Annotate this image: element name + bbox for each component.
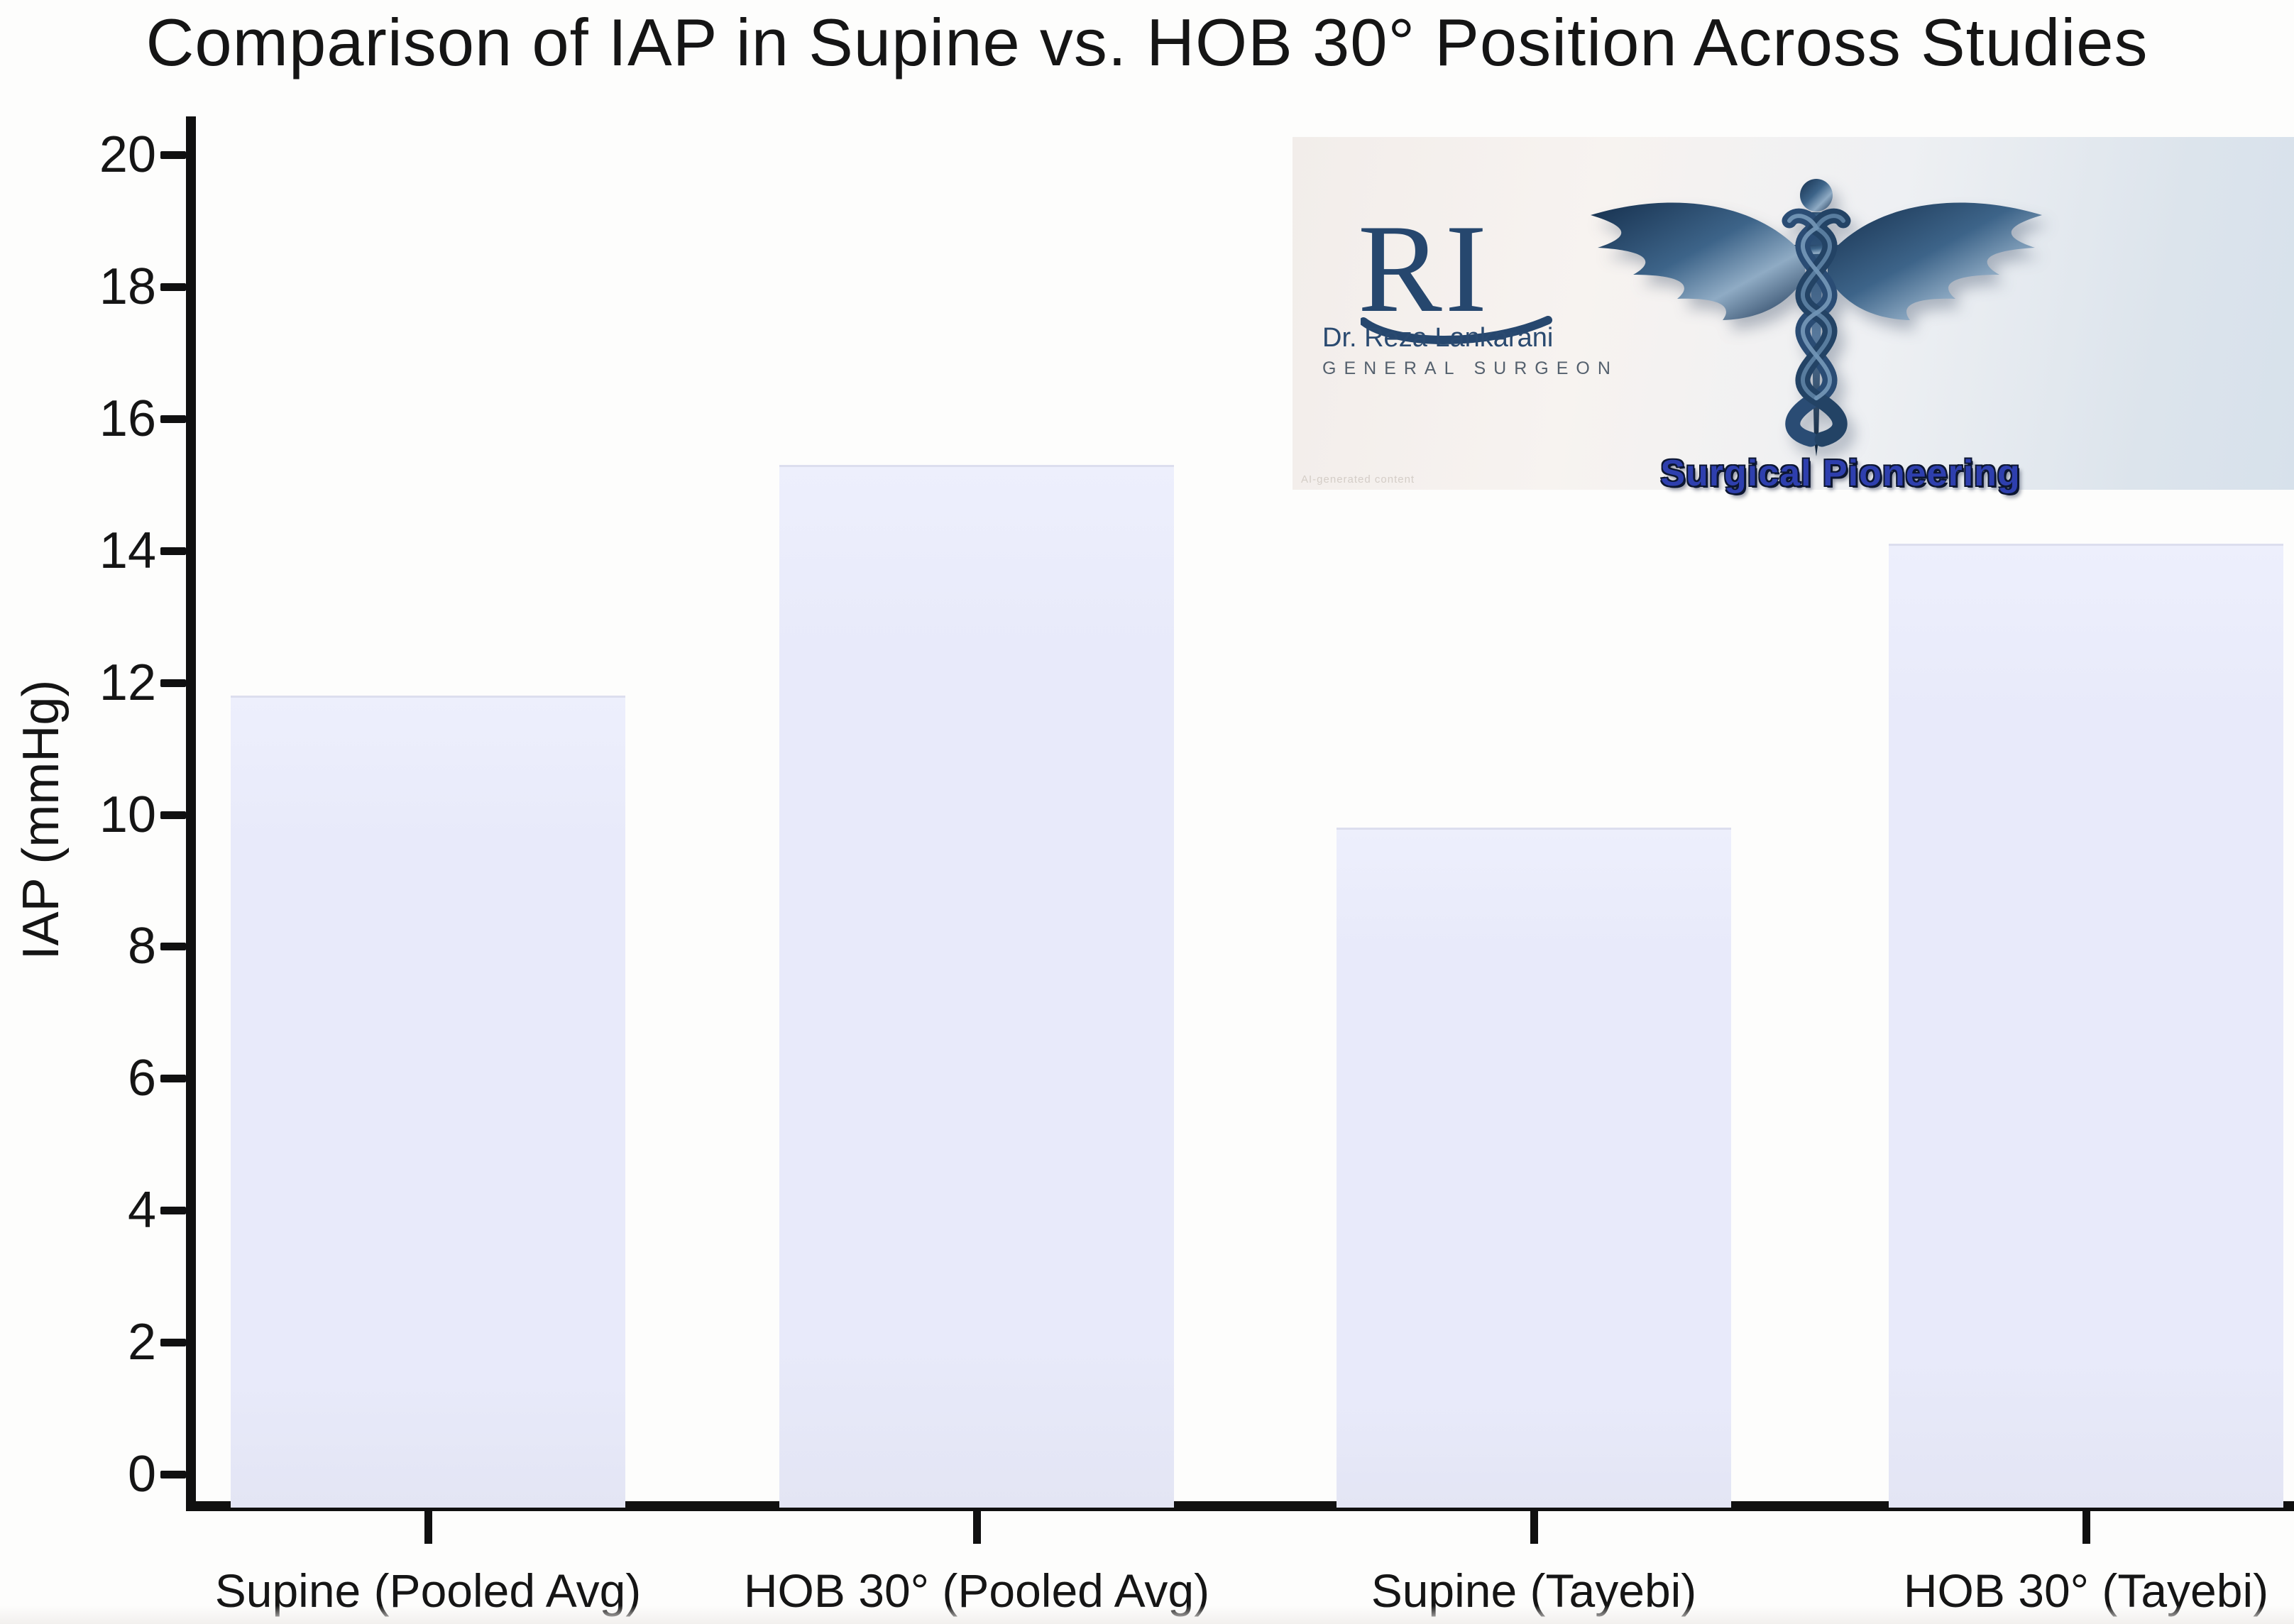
y-tick-mark [160, 1207, 186, 1215]
chart-title: Comparison of IAP in Supine vs. HOB 30° … [146, 5, 2148, 79]
y-axis-line [186, 116, 196, 1511]
y-tick-mark [160, 415, 186, 423]
y-tick-label: 14 [99, 522, 156, 579]
bar-4 [1889, 544, 2283, 1508]
clinic-logo: RI Dr. Reza Lankarani GENERAL SURGEON [1293, 137, 2294, 494]
logo-doctor-name: Dr. Reza Lankarani [1322, 323, 1554, 353]
monogram-swash [1361, 316, 1552, 344]
y-tick-label: 18 [99, 258, 156, 315]
x-tick-mark [973, 1511, 981, 1544]
y-tick-label: 10 [99, 786, 156, 843]
y-tick-label: 0 [127, 1446, 156, 1503]
logo-doctor-title: GENERAL SURGEON [1322, 358, 1618, 378]
logo-tagline: Surgical Pioneering [1660, 453, 2021, 494]
y-tick-mark [160, 1075, 186, 1083]
x-axis-line [186, 1501, 2294, 1511]
x-tick-label: HOB 30° (Pooled Avg) [743, 1564, 1210, 1617]
y-tick-label: 6 [127, 1050, 156, 1107]
bar-1 [231, 696, 625, 1508]
logo-watermark: AI-generated content [1301, 473, 1415, 485]
bar-3 [1337, 828, 1731, 1508]
y-tick-label: 20 [99, 126, 156, 183]
y-tick-mark [160, 547, 186, 555]
y-tick-label: 16 [99, 390, 156, 447]
x-tick-mark [1530, 1511, 1538, 1544]
logo-monogram: RI [1358, 198, 1490, 339]
y-tick-mark [160, 811, 186, 819]
y-tick-mark [160, 1471, 186, 1478]
x-tick-mark [2082, 1511, 2090, 1544]
y-tick-label: 4 [127, 1182, 156, 1239]
x-tick-label: Supine (Tayebi) [1371, 1564, 1697, 1617]
bar-2 [779, 464, 1174, 1508]
y-tick-mark [160, 282, 186, 291]
caduceus-icon [1591, 179, 2042, 456]
y-tick-label: 2 [127, 1314, 156, 1371]
x-tick-mark [424, 1511, 432, 1544]
y-tick-label: 8 [127, 918, 156, 975]
y-tick-label: 12 [99, 654, 156, 711]
y-tick-mark [160, 1339, 186, 1347]
x-tick-label: HOB 30° (Tayebi) [1903, 1564, 2269, 1617]
y-tick-mark [160, 679, 186, 687]
y-tick-mark [160, 151, 186, 159]
y-tick-mark [160, 943, 186, 951]
x-tick-label: Supine (Pooled Avg) [214, 1564, 642, 1617]
